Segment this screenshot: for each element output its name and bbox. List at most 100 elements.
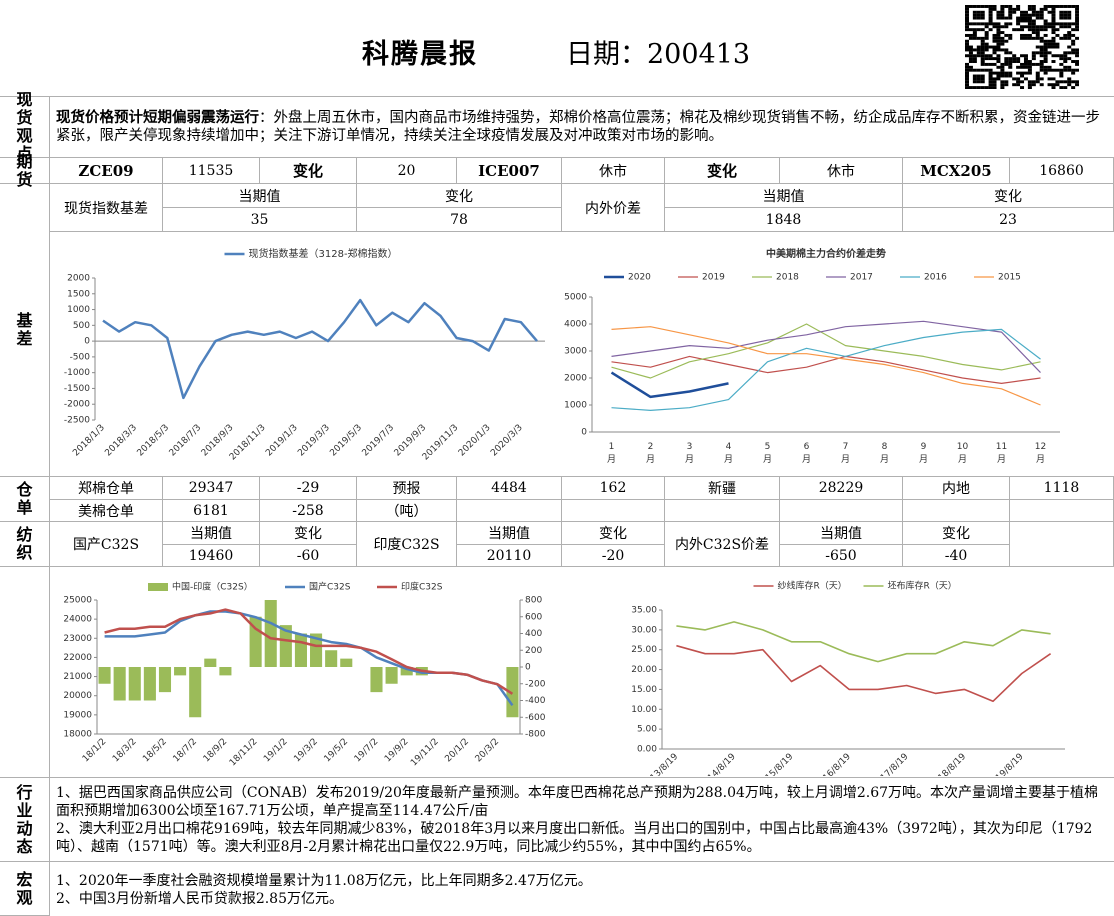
qr-module bbox=[1075, 28, 1079, 32]
qr-module bbox=[1020, 16, 1025, 20]
table-cell: 28229 bbox=[780, 477, 903, 500]
qr-module bbox=[984, 22, 989, 26]
qr-module bbox=[996, 28, 1001, 32]
qr-module bbox=[1004, 74, 1009, 78]
qr-module bbox=[1043, 39, 1048, 43]
x-tick-label: 2018/3/3 bbox=[103, 423, 139, 459]
qr-module bbox=[1023, 16, 1028, 20]
qr-module bbox=[996, 33, 1001, 37]
qr-module bbox=[1067, 16, 1072, 20]
qr-module bbox=[972, 77, 977, 81]
y-tick-label: 21000 bbox=[63, 672, 92, 682]
qr-module bbox=[1016, 71, 1021, 75]
qr-module bbox=[965, 77, 970, 81]
chart: 0 1000 2000 3000 4000 5000 1 月 2 月 3 月 4 月 5 月 6 月 7 月 8 月 9 月 1… bbox=[564, 247, 1060, 465]
qr-module bbox=[984, 57, 989, 61]
qr-module bbox=[1035, 31, 1040, 35]
qr-module bbox=[1067, 31, 1072, 35]
qr-module bbox=[980, 48, 985, 52]
qr-module bbox=[972, 48, 977, 52]
qr-module bbox=[992, 5, 997, 8]
qr-module bbox=[1055, 54, 1060, 58]
qr-module bbox=[1051, 7, 1056, 11]
qr-module bbox=[1027, 68, 1032, 72]
qr-module bbox=[1008, 57, 1013, 61]
qr-module bbox=[988, 74, 993, 78]
qr-module bbox=[1059, 10, 1064, 14]
qr-module bbox=[1075, 7, 1079, 11]
qr-module bbox=[1012, 10, 1017, 14]
qr-module bbox=[1000, 68, 1005, 72]
y2-tick-label: -600 bbox=[525, 713, 546, 723]
qr-module bbox=[1043, 54, 1048, 58]
report-title: 科腾晨报 bbox=[362, 39, 478, 70]
table-cell: 变化 bbox=[357, 184, 562, 208]
qr-module bbox=[1063, 36, 1068, 40]
table-cell: MCX205 bbox=[903, 158, 1010, 184]
qr-module bbox=[1051, 77, 1056, 81]
qr-module bbox=[972, 86, 977, 89]
qr-module bbox=[996, 31, 1001, 35]
y-tick-label: 1000 bbox=[564, 401, 587, 411]
qr-module bbox=[988, 77, 993, 81]
qr-module bbox=[984, 45, 989, 49]
qr-code bbox=[965, 5, 1079, 89]
bar bbox=[98, 667, 111, 684]
qr-module bbox=[965, 86, 970, 89]
qr-module bbox=[988, 86, 993, 89]
qr-module bbox=[1043, 42, 1048, 46]
qr-module bbox=[1055, 45, 1060, 49]
x-tick-label: 2020/3/3 bbox=[489, 423, 525, 459]
qr-module bbox=[1063, 57, 1068, 61]
qr-module bbox=[992, 57, 997, 61]
qr-module bbox=[972, 68, 977, 72]
qr-module bbox=[1039, 45, 1044, 49]
empty-cell bbox=[562, 500, 665, 522]
qr-module bbox=[1043, 51, 1048, 55]
qr-module bbox=[968, 36, 973, 40]
bar bbox=[310, 633, 323, 667]
y-tick-label: 1500 bbox=[67, 289, 90, 299]
qr-module bbox=[980, 80, 985, 84]
qr-module bbox=[1027, 19, 1032, 23]
qr-module bbox=[1047, 77, 1052, 81]
qr-module bbox=[965, 48, 970, 52]
qr-module bbox=[1075, 16, 1079, 20]
qr-module bbox=[976, 68, 981, 72]
paragraph: 2、澳大利亚2月出口棉花9169吨，较去年同期减少83%，破2018年3月以来月… bbox=[56, 821, 1093, 855]
qr-module bbox=[984, 86, 989, 89]
qr-module bbox=[996, 71, 1001, 75]
qr-module bbox=[1004, 39, 1009, 43]
table-cell: 78 bbox=[357, 208, 562, 232]
bar bbox=[264, 600, 277, 667]
qr-module bbox=[1075, 68, 1079, 72]
qr-module bbox=[1000, 71, 1005, 75]
qr-module bbox=[1023, 33, 1028, 37]
qr-module bbox=[1031, 57, 1036, 61]
section-label bbox=[0, 567, 50, 778]
table-cell: 美棉仓单 bbox=[50, 500, 163, 522]
qr-module bbox=[976, 28, 981, 32]
qr-module bbox=[965, 16, 970, 20]
qr-module bbox=[968, 48, 973, 52]
qr-module bbox=[1043, 22, 1048, 26]
qr-module bbox=[992, 22, 997, 26]
qr-module bbox=[1047, 65, 1052, 69]
y2-tick-label: 400 bbox=[525, 629, 542, 639]
qr-module bbox=[965, 71, 970, 75]
qr-module bbox=[1027, 33, 1032, 37]
y-tick-label: -2000 bbox=[64, 400, 90, 410]
qr-module bbox=[1071, 71, 1076, 75]
qr-module bbox=[980, 45, 985, 49]
qr-module bbox=[1016, 65, 1021, 69]
qr-module bbox=[1075, 19, 1079, 23]
x-tick-label: 2019/5/3 bbox=[328, 423, 364, 459]
qr-module bbox=[1004, 16, 1009, 20]
x-tick-label: 17/8/19 bbox=[879, 752, 911, 776]
x-tick-label: 19/7/2 bbox=[353, 737, 381, 765]
qr-module bbox=[1047, 39, 1052, 43]
qr-module bbox=[972, 10, 977, 14]
table-cell: 印度C32S bbox=[357, 522, 457, 567]
qr-module bbox=[1039, 36, 1044, 40]
